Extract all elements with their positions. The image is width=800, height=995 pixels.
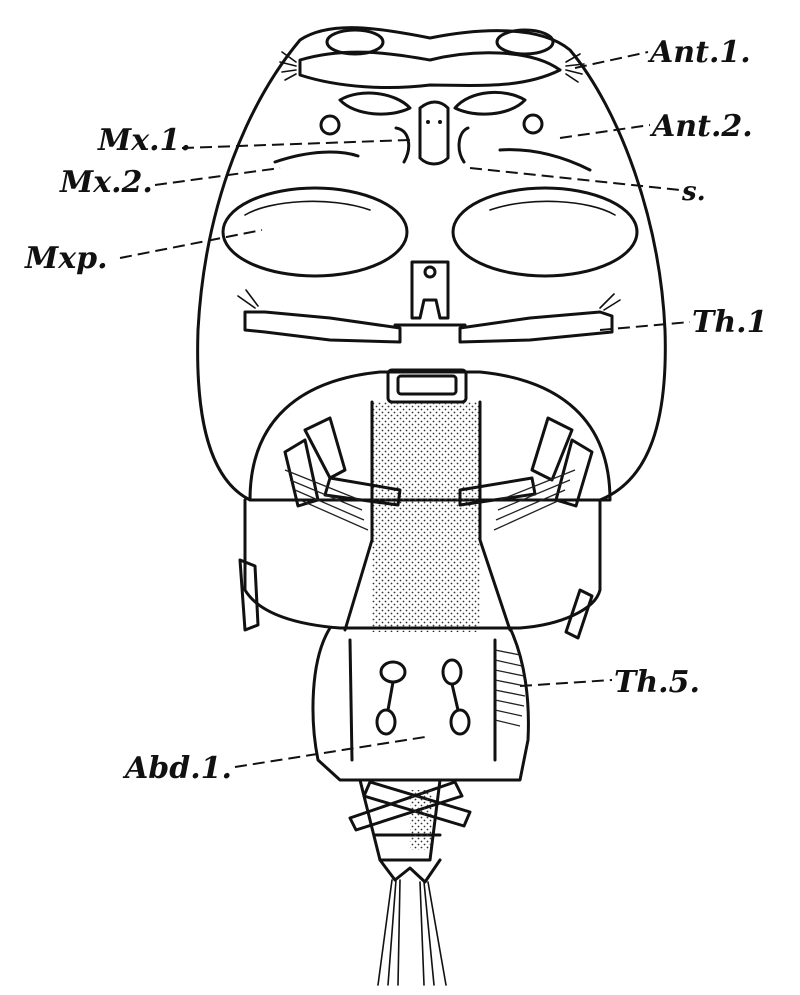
label-mxp: Mxp. xyxy=(24,241,108,276)
label-th5: Th.5. xyxy=(614,665,700,700)
label-ant2: Ant.2. xyxy=(649,109,753,144)
label-abd1: Abd.1. xyxy=(122,751,232,786)
antenna2-base-left xyxy=(319,114,341,136)
antenna2-left xyxy=(338,91,412,116)
labrum xyxy=(418,100,450,166)
segment5-hatching xyxy=(494,649,526,727)
stippled-column xyxy=(372,402,480,632)
eye-left xyxy=(325,28,385,56)
label-mx2: Mx.2. xyxy=(59,165,153,200)
cephalothorax-outline xyxy=(196,26,667,502)
side-appendage-right xyxy=(564,588,594,640)
side-appendage-left xyxy=(238,558,260,632)
maxilla2-left xyxy=(273,150,360,164)
thoracic-leg1-left xyxy=(243,310,402,344)
thoracic-segment-5 xyxy=(311,626,530,782)
maxilliped-right xyxy=(451,186,639,278)
maxilla1-right xyxy=(457,126,470,164)
rostrum xyxy=(298,50,562,90)
eye-right xyxy=(495,28,555,56)
abdomen xyxy=(358,778,442,862)
maxilliped-left xyxy=(221,186,409,278)
label-th1: Th.1 xyxy=(692,305,767,340)
furca xyxy=(378,858,442,884)
leader-lines xyxy=(119,51,691,768)
antennule-bristles xyxy=(279,51,585,83)
thoracic-segment-2 xyxy=(248,370,612,502)
genital-structures xyxy=(375,658,471,736)
antenna2-base-right xyxy=(522,113,544,135)
label-ant1: Ant.1. xyxy=(647,35,751,70)
label-mx1: Mx.1. xyxy=(97,123,191,158)
maxilla2-right xyxy=(498,148,592,172)
leg1-bristles xyxy=(237,289,621,311)
antenna2-right xyxy=(453,90,527,116)
maxilla1-left xyxy=(394,126,411,164)
sternal-plate xyxy=(410,260,450,320)
thoracic-leg1-right xyxy=(458,310,614,344)
leg-setae xyxy=(284,469,576,531)
furcal-setae xyxy=(377,879,447,986)
label-s: s. xyxy=(681,177,706,207)
